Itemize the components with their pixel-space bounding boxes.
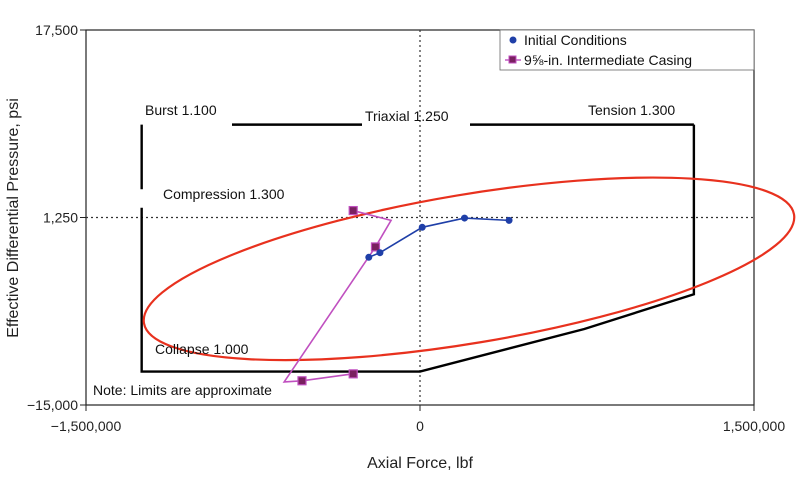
legend: Initial Conditions 9⅝-in. Intermediate C…: [499, 29, 755, 71]
initial-conditions-point: [461, 214, 469, 222]
y-axis-title: Effective Differential Pressure, psi: [5, 98, 22, 338]
y-tick-label: −15,000: [27, 397, 78, 413]
legend-box: [499, 29, 755, 71]
legend-casing-marker: [508, 55, 517, 64]
x-axis-ticks: −1,500,000 0 1,500,000: [51, 405, 785, 434]
casing-point: [348, 369, 358, 379]
x-tick-label: −1,500,000: [51, 418, 122, 434]
tension-label: Tension 1.300: [588, 102, 675, 118]
legend-initial-label: Initial Conditions: [524, 32, 627, 48]
y-axis-ticks: 17,500 1,250 −15,000: [27, 22, 86, 413]
initial-conditions-point: [376, 249, 384, 257]
casing-markers: [297, 205, 381, 386]
x-tick-label: 1,500,000: [723, 418, 785, 434]
x-tick-label: 0: [416, 418, 424, 434]
legend-casing-label: 9⅝-in. Intermediate Casing: [524, 52, 692, 68]
collapse-label: Collapse 1.000: [155, 341, 249, 357]
y-tick-label: 17,500: [35, 22, 78, 38]
casing-point: [297, 376, 307, 386]
envelope-main-boundary: [140, 124, 696, 373]
compression-label: Compression 1.300: [163, 186, 285, 202]
casing-series-line: [282, 209, 393, 383]
burst-label: Burst 1.100: [145, 102, 217, 118]
design-limit-envelope: [140, 123, 696, 373]
initial-conditions-markers: [365, 214, 513, 261]
note-label: Note: Limits are approximate: [93, 382, 272, 398]
initial-conditions-point: [418, 223, 426, 231]
y-tick-label: 1,250: [43, 210, 78, 226]
casing-point: [370, 242, 381, 252]
initial-conditions-point: [365, 253, 373, 261]
triaxial-label: Triaxial 1.250: [365, 108, 449, 124]
legend-initial-marker: [509, 36, 517, 44]
casing-point: [348, 205, 358, 216]
triaxial-ellipse: [142, 176, 796, 362]
x-axis-title: Axial Force, lbf: [367, 455, 473, 472]
initial-conditions-point: [505, 216, 513, 224]
